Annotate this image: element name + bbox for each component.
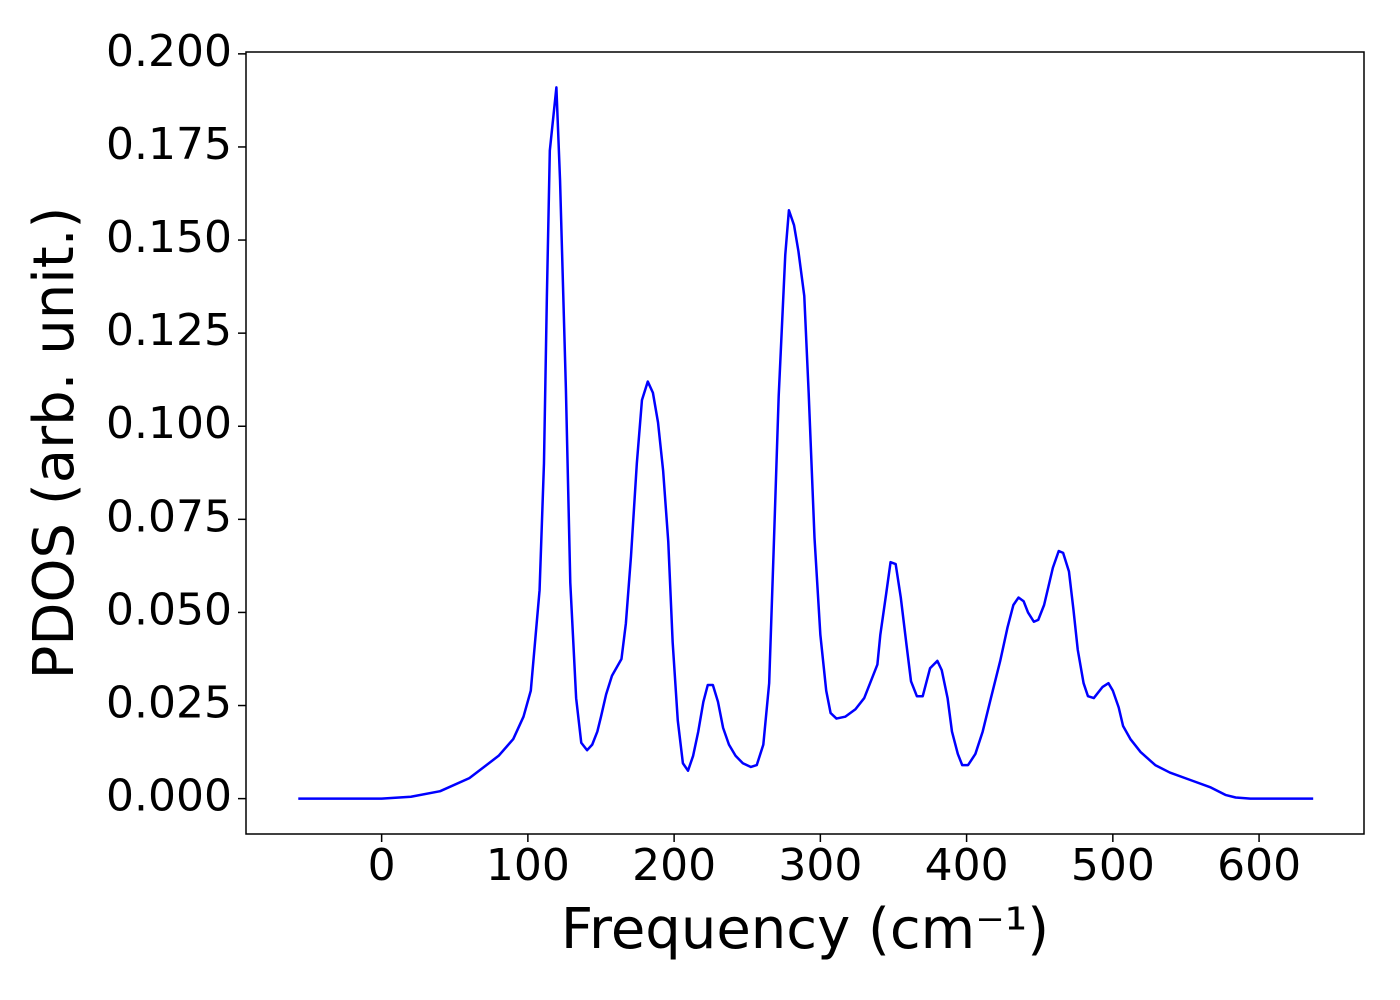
x-tick-label: 0 (368, 840, 396, 891)
x-tick-label: 200 (632, 840, 716, 891)
y-tick-label: 0.125 (106, 305, 232, 356)
x-tick-label: 600 (1217, 840, 1301, 891)
y-tick-label: 0.025 (106, 678, 232, 729)
y-tick-label: 0.200 (106, 26, 232, 77)
plot-frame (245, 51, 1365, 835)
y-axis-label: PDOS (arb. unit.) (22, 207, 87, 680)
y-tick-label: 0.000 (106, 771, 232, 822)
x-axis-label: Frequency (cm⁻¹) (561, 897, 1049, 962)
y-tick-label: 0.150 (106, 212, 232, 263)
y-tick-label: 0.175 (106, 119, 232, 170)
y-tick-label: 0.050 (106, 584, 232, 635)
y-tick-label: 0.075 (106, 491, 232, 542)
x-tick-label: 100 (486, 840, 570, 891)
y-tick-label: 0.100 (106, 398, 232, 449)
x-tick-label: 300 (778, 840, 862, 891)
x-tick-label: 400 (925, 840, 1009, 891)
x-tick-label: 500 (1071, 840, 1155, 891)
line-series (298, 86, 1314, 800)
